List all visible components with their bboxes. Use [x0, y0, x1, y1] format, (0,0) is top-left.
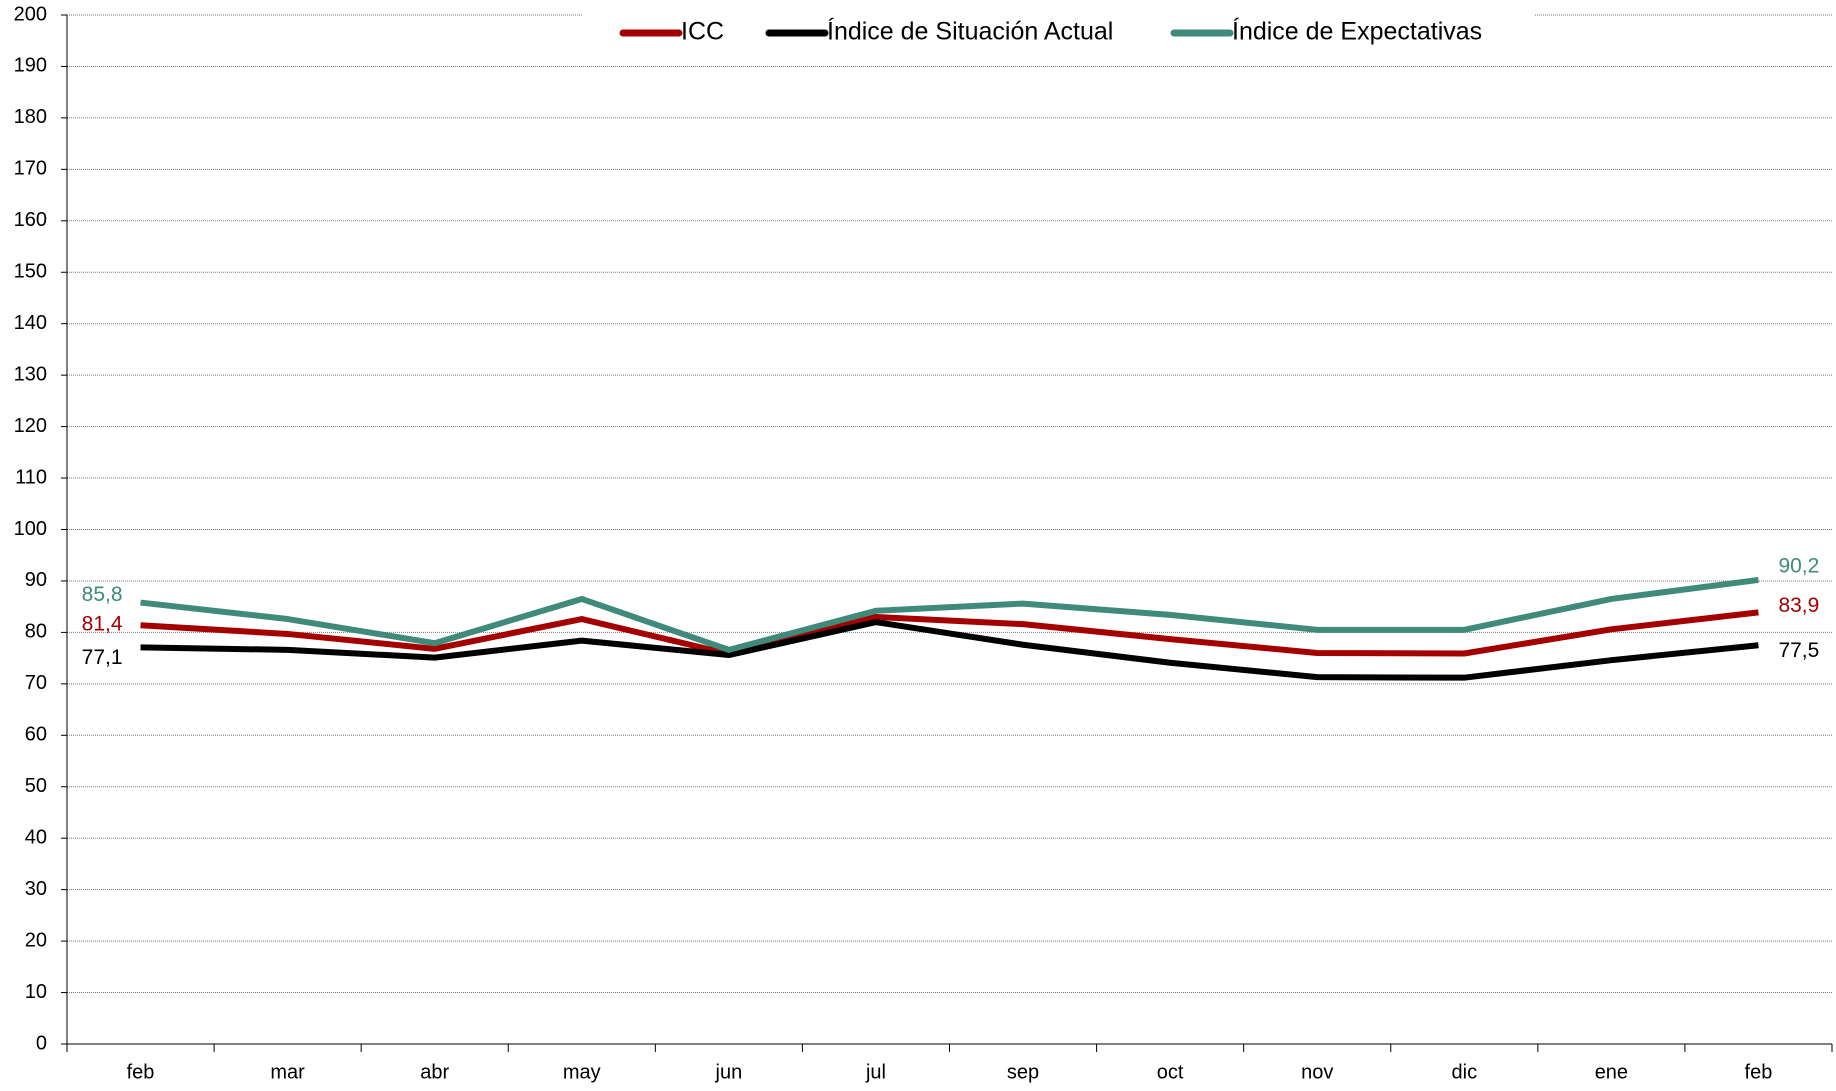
y-tick-label: 70 — [25, 672, 47, 694]
y-tick-label: 190 — [14, 55, 47, 77]
x-tick-label: dic — [1452, 1061, 1478, 1083]
legend-label: Índice de Situación Actual — [827, 17, 1113, 46]
y-tick-label: 30 — [25, 878, 47, 900]
y-tick-label: 60 — [25, 724, 47, 746]
x-tick-label: abr — [420, 1061, 449, 1083]
x-tick-label: nov — [1301, 1061, 1333, 1083]
series-line — [140, 576, 1759, 653]
y-tick-label: 180 — [14, 106, 47, 128]
x-tick-label: may — [563, 1061, 601, 1083]
legend-label: ICC — [681, 18, 724, 46]
value-label: 83,9 — [1778, 594, 1819, 617]
value-label: 85,8 — [82, 583, 123, 606]
y-tick-label: 0 — [36, 1032, 47, 1054]
value-label: 77,5 — [1778, 639, 1819, 662]
series-line — [140, 609, 1759, 658]
series-line — [140, 619, 1759, 681]
value-label: 90,2 — [1778, 554, 1819, 577]
y-tick-label: 130 — [14, 363, 47, 385]
x-tick-label: mar — [270, 1061, 305, 1083]
y-tick-label: 80 — [25, 621, 47, 643]
legend-label: Índice de Expectativas — [1232, 17, 1482, 46]
legend-background — [582, 0, 1535, 32]
y-tick-label: 200 — [14, 3, 47, 25]
y-tick-label: 140 — [14, 312, 47, 334]
x-tick-label: feb — [127, 1061, 155, 1083]
x-tick-label: feb — [1745, 1061, 1773, 1083]
y-tick-label: 160 — [14, 209, 47, 231]
y-tick-label: 20 — [25, 929, 47, 951]
x-tick-label: ene — [1595, 1061, 1628, 1083]
value-label: 81,4 — [82, 613, 123, 636]
y-tick-label: 100 — [14, 518, 47, 540]
value-label: 77,1 — [82, 646, 123, 669]
y-tick-label: 50 — [25, 775, 47, 797]
x-tick-label: sep — [1007, 1061, 1039, 1083]
y-tick-label: 110 — [15, 466, 47, 488]
y-tick-label: 120 — [14, 415, 47, 437]
y-tick-label: 40 — [25, 826, 47, 848]
x-tick-label: jun — [715, 1061, 743, 1083]
y-tick-label: 90 — [25, 569, 47, 591]
y-tick-label: 150 — [14, 261, 47, 283]
x-tick-label: jul — [865, 1061, 886, 1083]
x-tick-label: oct — [1157, 1061, 1184, 1083]
y-tick-label: 10 — [25, 981, 47, 1003]
y-tick-label: 170 — [14, 158, 47, 180]
